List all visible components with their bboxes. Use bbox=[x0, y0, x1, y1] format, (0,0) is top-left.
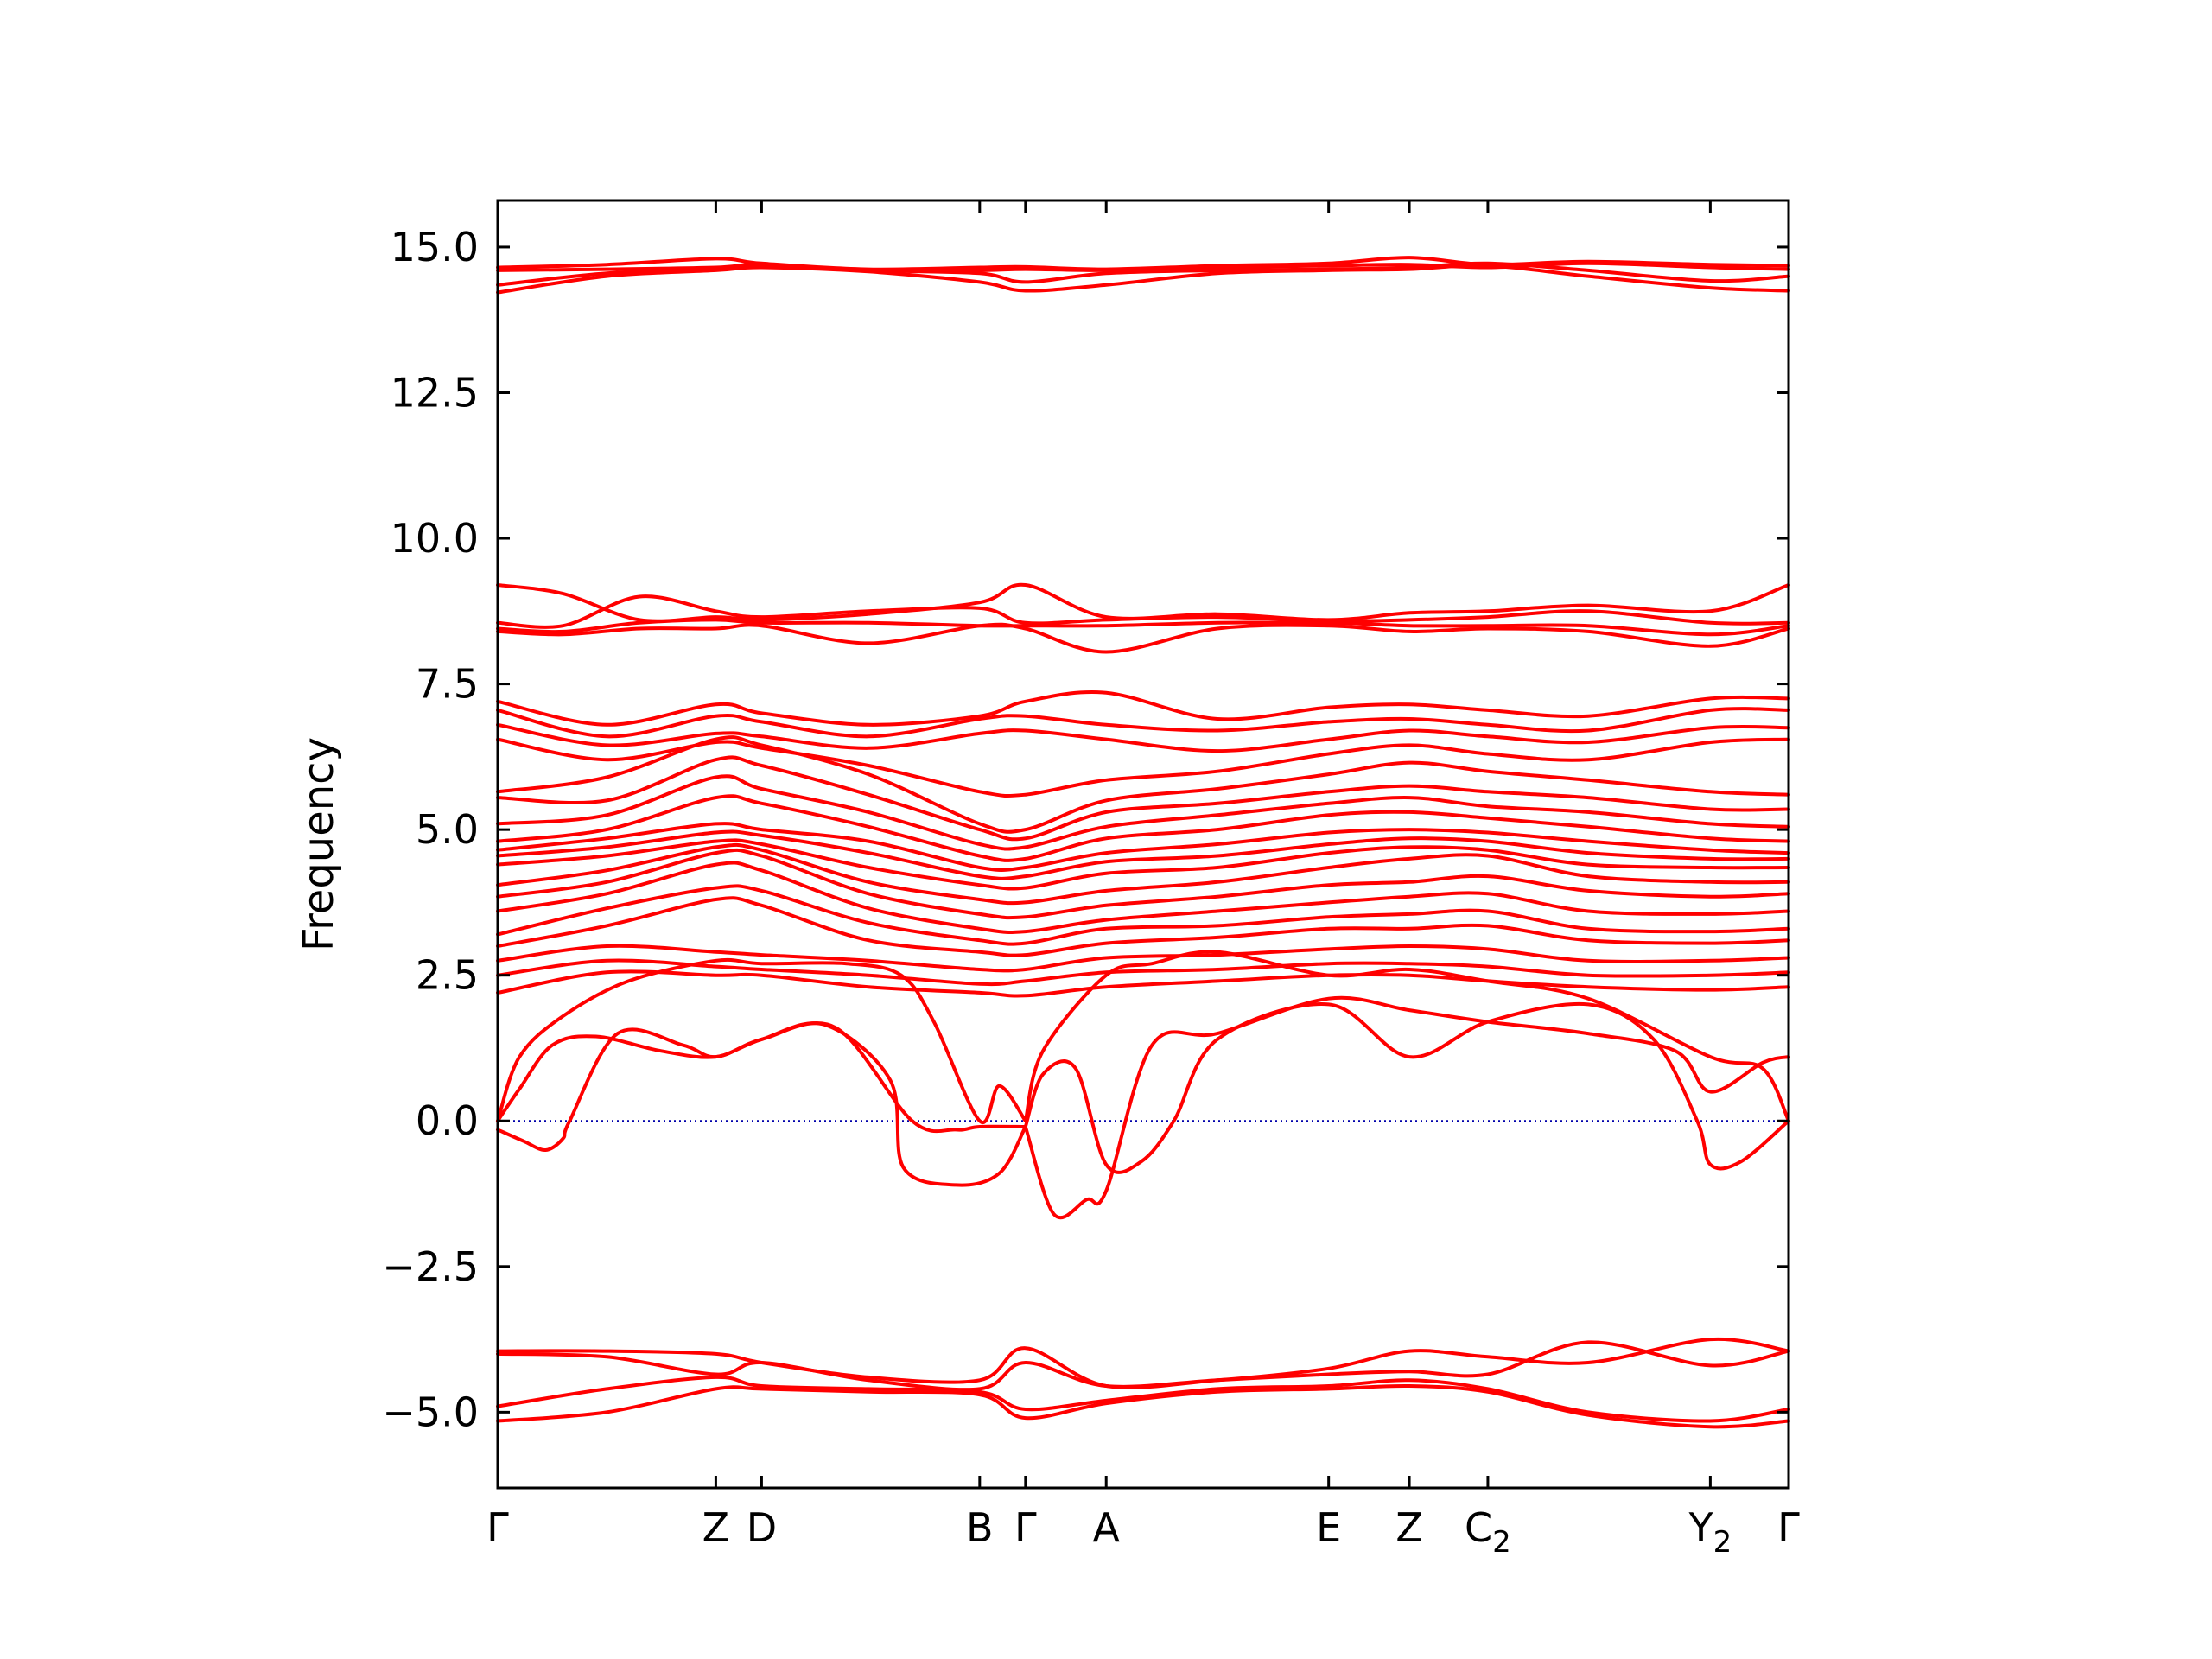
x-tick-label: A bbox=[1092, 1504, 1120, 1551]
x-tick-label: Z bbox=[702, 1504, 730, 1551]
band-line-series-3 bbox=[496, 264, 1790, 295]
band-line-series-5 bbox=[496, 594, 1790, 629]
band-line-acoustic-series-0 bbox=[496, 957, 1027, 1125]
band-line-series-4 bbox=[496, 582, 1790, 623]
band-line-mid-band_series-7 bbox=[496, 794, 1790, 862]
band-line-series-9 bbox=[496, 1340, 1790, 1392]
x-tick-label: E bbox=[1316, 1504, 1341, 1551]
band-line-mid-band_series-15 bbox=[496, 896, 1790, 957]
plot-frame bbox=[496, 199, 1790, 1490]
band-line-mid-band_series-8 bbox=[496, 822, 1790, 872]
phonon-bands bbox=[496, 256, 1790, 1429]
x-tick-label: Z bbox=[1395, 1504, 1423, 1551]
band-line-mid-band_series-12 bbox=[496, 848, 1790, 920]
band-line-mid-band_series-1 bbox=[496, 707, 1790, 739]
y-tick-label: 5.0 bbox=[416, 806, 479, 853]
band-line-mid-band_series-6 bbox=[496, 774, 1790, 851]
x-tick-label: Γ bbox=[1777, 1504, 1800, 1551]
band-line-acoustic-series-4 bbox=[1023, 995, 1790, 1220]
y-tick-label: 15.0 bbox=[391, 224, 479, 270]
band-line-mid-band_series-14 bbox=[496, 884, 1790, 946]
x-tick-subscript: 2 bbox=[1492, 1525, 1511, 1560]
x-tick-label: D bbox=[747, 1504, 777, 1551]
y-tick-label: 12.5 bbox=[391, 369, 479, 416]
band-line-series-7 bbox=[496, 622, 1790, 654]
y-axis-ticks: −5.0 −2.5 0.0 2.5 5.0 7.5 10.0 12.5 15.0 bbox=[382, 224, 1789, 1435]
band-line-mid-band_series-18 bbox=[496, 969, 1790, 998]
high-symmetry-lines bbox=[714, 200, 1712, 1488]
band-line-mid-band_series-0 bbox=[496, 690, 1790, 727]
band-line-series-10 bbox=[496, 1375, 1790, 1423]
x-tick-label: B bbox=[966, 1504, 994, 1551]
band-line-mid-band_series-4 bbox=[496, 735, 1790, 834]
band-line-mid-band_series-5 bbox=[496, 755, 1790, 842]
y-tick-label: −5.0 bbox=[382, 1389, 479, 1435]
y-tick-label: −2.5 bbox=[382, 1243, 479, 1290]
band-line-mid-band_series-17 bbox=[496, 958, 1790, 987]
y-axis-label: Frequency bbox=[295, 737, 343, 951]
x-tick-subscript: 2 bbox=[1713, 1525, 1732, 1560]
band-line-acoustic-series-3 bbox=[1023, 1001, 1790, 1174]
band-line-acoustic-series-5 bbox=[1023, 950, 1790, 1123]
band-line-series-11 bbox=[496, 1383, 1790, 1429]
band-line-mid-band_series-2 bbox=[496, 722, 1790, 753]
band-line-mid-band_series-9 bbox=[496, 830, 1790, 880]
y-tick-label: 10.0 bbox=[391, 515, 479, 562]
y-tick-label: 7.5 bbox=[416, 661, 479, 708]
band-line-mid-band_series-10 bbox=[496, 838, 1790, 891]
band-line-mid-band_series-3 bbox=[496, 737, 1790, 798]
band-line-mid-band_series-13 bbox=[496, 861, 1790, 934]
x-tick-label: Γ bbox=[1014, 1504, 1037, 1551]
band-line-mid-band_series-16 bbox=[496, 944, 1790, 973]
x-tick-label: Γ bbox=[486, 1504, 509, 1551]
band-line-mid-band_series-11 bbox=[496, 842, 1790, 906]
y-tick-label: 0.0 bbox=[416, 1097, 479, 1144]
band-line-acoustic-series-2 bbox=[496, 1021, 1027, 1187]
band-line-series-6 bbox=[496, 618, 1790, 637]
x-tick-label: Y2 bbox=[1688, 1504, 1732, 1560]
y-tick-label: 2.5 bbox=[416, 952, 479, 999]
x-axis-ticks: Γ Z D B Γ A E Z C2 Y2 Γ bbox=[486, 1504, 1800, 1560]
